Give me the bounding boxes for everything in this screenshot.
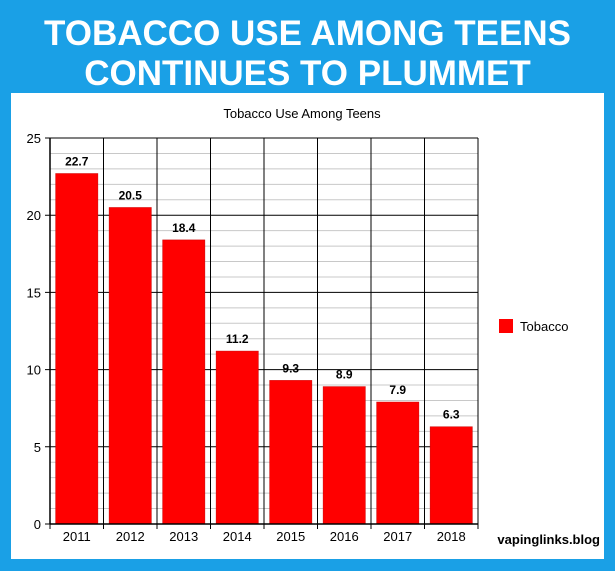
y-tick-label: 5 [34,440,41,455]
bar-value-label: 20.5 [119,188,143,202]
bar [55,173,99,525]
y-tick-label: 10 [27,363,41,378]
y-tick-label: 20 [27,208,41,223]
y-tick-label: 0 [34,517,41,532]
watermark-text: vapinglinks.blog [497,532,600,547]
headline-line-2: CONTINUES TO PLUMMET [84,54,531,93]
legend-label: Tobacco [520,319,568,334]
bar [108,207,152,525]
bar [429,426,473,525]
x-tick-label: 2011 [63,529,91,544]
bar-value-label: 6.3 [443,408,460,422]
headline: TOBACCO USE AMONG TEENS CONTINUES TO PLU… [0,14,615,94]
bar [269,380,313,525]
chart-axes: 0 5 10 15 20 25 2011 2012 2013 2014 2015 2016 2017 20… [27,131,478,544]
headline-line-1: TOBACCO USE AMONG TEENS [44,14,571,53]
x-tick-label: 2013 [169,529,198,544]
y-tick-label: 15 [27,285,41,300]
chart-bars: 22.7 20.5 18.4 11.2 9.3 8.9 7.9 6.3 [55,155,473,525]
chart-legend: Tobacco [499,319,568,334]
y-tick-label: 25 [27,131,41,146]
x-tick-label: 2017 [383,529,412,544]
bar [322,386,366,525]
bar-value-label: 22.7 [65,155,89,169]
x-tick-label: 2015 [276,529,305,544]
legend-swatch [499,319,513,333]
x-tick-label: 2016 [330,529,359,544]
bar-value-label: 11.2 [226,332,249,346]
x-tick-label: 2014 [223,529,252,544]
bar [162,239,206,525]
chart-title: Tobacco Use Among Teens [223,106,381,121]
x-tick-label: 2012 [116,529,145,544]
bar [376,401,420,525]
bar-value-label: 18.4 [172,221,196,235]
bar [215,350,259,525]
bar-value-label: 7.9 [389,383,406,397]
x-tick-label: 2018 [437,529,466,544]
bar-value-label: 9.3 [282,361,299,375]
bar-value-label: 8.9 [336,368,353,382]
